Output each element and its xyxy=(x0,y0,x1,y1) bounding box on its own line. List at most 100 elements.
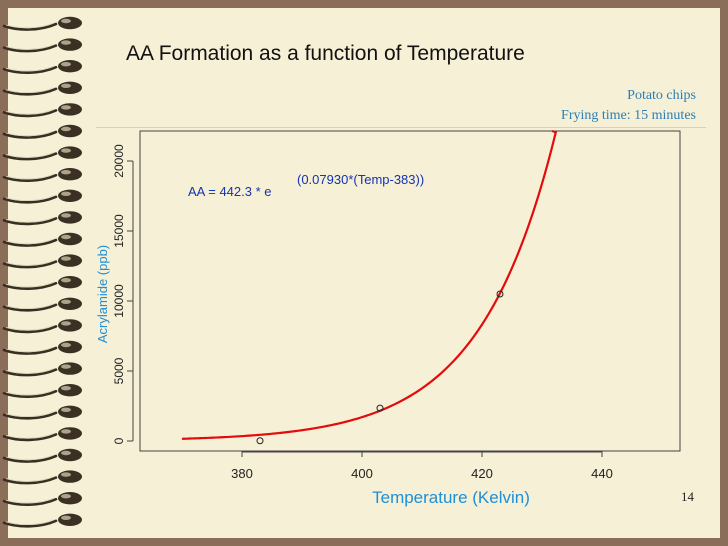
spiral-highlight xyxy=(5,519,55,525)
spiral-highlight xyxy=(5,216,55,223)
x-ticks: 380 400 420 440 xyxy=(231,451,613,481)
fit-curve xyxy=(181,129,558,440)
spiral-highlight xyxy=(5,65,55,72)
spiral-highlight xyxy=(5,303,55,309)
spiral-highlight xyxy=(5,152,55,158)
spiral-hole-shine xyxy=(61,191,71,196)
spiral-hole-shine xyxy=(61,256,71,261)
spiral-hole-shine xyxy=(61,472,71,477)
x-axis-label: Temperature (Kelvin) xyxy=(372,488,530,507)
slide-title: AA Formation as a function of Temperatur… xyxy=(126,42,525,65)
spiral-wire xyxy=(2,260,58,269)
data-point xyxy=(376,404,384,412)
spiral-hole-shine xyxy=(61,105,71,110)
slide-background xyxy=(8,8,720,538)
spiral-highlight xyxy=(5,454,55,461)
note-frying-time: Frying time: 15 minutes xyxy=(561,108,696,123)
spiral-wire xyxy=(2,65,58,74)
x-tick-label: 380 xyxy=(231,466,253,481)
spiral-hole-shine xyxy=(61,321,71,326)
spiral-wire xyxy=(2,454,58,463)
spiral-hole-shine xyxy=(61,299,71,304)
spiral-highlight xyxy=(5,432,55,439)
spiral-hole-shine xyxy=(61,213,71,218)
spiral-highlight xyxy=(5,411,55,417)
spiral-wire xyxy=(2,173,58,182)
spiral-highlight xyxy=(5,346,55,353)
spiral-highlight xyxy=(5,281,55,288)
spiral-highlight xyxy=(5,87,55,93)
data-point xyxy=(496,290,504,298)
spiral-hole-shine xyxy=(61,450,71,456)
spiral-hole-shine xyxy=(61,407,71,412)
x-tick-label: 400 xyxy=(351,466,373,481)
spiral-hole-shine xyxy=(61,18,71,24)
spiral-highlight xyxy=(5,389,55,396)
spiral-hole-shine xyxy=(61,61,71,67)
spiral-hole-shine xyxy=(61,40,71,45)
note-product: Potato chips xyxy=(627,88,696,103)
spiral-wire xyxy=(2,476,58,485)
spiral-wire xyxy=(2,152,58,161)
spiral-wire xyxy=(2,368,58,377)
spiral-wire xyxy=(2,44,58,53)
spiral-wire xyxy=(2,497,58,506)
spiral-wire xyxy=(2,281,58,290)
spiral-highlight xyxy=(5,260,55,266)
spiral-hole-shine xyxy=(61,364,71,369)
spiral-wire xyxy=(2,389,58,398)
spiral-binding xyxy=(2,16,82,528)
spiral-highlight xyxy=(5,476,55,482)
spiral-highlight xyxy=(5,173,55,180)
equation-exponent: (0.07930*(Temp-383)) xyxy=(297,172,424,187)
spiral-highlight xyxy=(5,368,55,374)
header-rule xyxy=(96,127,706,128)
y-tick-label: 10000 xyxy=(112,284,126,318)
spiral-wire xyxy=(2,87,58,96)
spiral-wire xyxy=(2,346,58,355)
plot-box xyxy=(139,130,681,452)
y-tick-label: 5000 xyxy=(112,357,126,384)
spiral-hole-shine xyxy=(61,429,71,434)
spiral-highlight xyxy=(5,195,55,201)
equation-base: AA = 442.3 * e xyxy=(188,184,271,199)
spiral-highlight xyxy=(5,22,55,29)
page-number: 14 xyxy=(681,489,694,504)
spiral-hole-shine xyxy=(61,342,71,348)
spiral-wire xyxy=(2,411,58,420)
spiral-wire xyxy=(2,238,58,247)
spiral-wire xyxy=(2,433,58,442)
spiral-wire xyxy=(2,519,58,528)
spiral-highlight xyxy=(5,238,55,245)
spiral-hole-shine xyxy=(61,494,71,499)
y-ticks: 0 5000 10000 15000 20000 xyxy=(112,144,134,444)
spiral-hole-shine xyxy=(61,386,71,391)
y-axis-label: Acrylamide (ppb) xyxy=(95,245,110,343)
spiral-highlight xyxy=(5,108,55,115)
spiral-wire xyxy=(2,130,58,139)
spiral-wire xyxy=(2,303,58,312)
spiral-hole-shine xyxy=(61,278,71,283)
spiral-hole-shine xyxy=(61,126,71,132)
spiral-wire xyxy=(2,325,58,334)
spiral-hole-shine xyxy=(61,148,71,153)
x-tick-label: 420 xyxy=(471,466,493,481)
spiral-hole-shine xyxy=(61,170,71,175)
data-points xyxy=(256,290,504,445)
y-tick-label: 0 xyxy=(112,437,126,444)
spiral-wire xyxy=(2,217,58,226)
y-tick-label: 20000 xyxy=(112,144,126,178)
spiral-highlight xyxy=(5,44,55,50)
spiral-wire xyxy=(2,22,58,31)
data-point xyxy=(256,437,264,445)
spiral-highlight xyxy=(5,497,55,504)
spiral-highlight xyxy=(5,130,55,137)
spiral-wire xyxy=(2,109,58,118)
spiral-wire xyxy=(2,195,58,204)
y-tick-label: 15000 xyxy=(112,214,126,248)
x-tick-label: 440 xyxy=(591,466,613,481)
spiral-highlight xyxy=(5,324,55,331)
spiral-hole-shine xyxy=(61,515,71,520)
